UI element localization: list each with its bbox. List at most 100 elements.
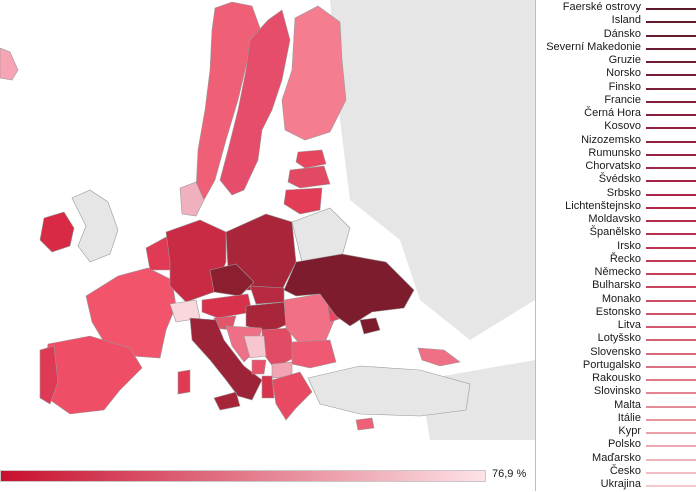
legend-item-label: Nizozemsko — [581, 133, 641, 146]
country-shape[interactable] — [169, 299, 201, 323]
legend-item: Gruzie — [536, 54, 696, 68]
legend-item-label: Island — [611, 14, 641, 27]
legend-item-swatch — [646, 47, 696, 50]
country-shape[interactable] — [355, 417, 375, 431]
country-shape[interactable] — [0, 47, 19, 81]
legend-item: Ukrajina — [536, 478, 696, 492]
country-shape[interactable] — [39, 211, 75, 253]
legend-item-swatch — [646, 365, 696, 368]
legend-item: Bulharsko — [536, 279, 696, 293]
country-shape[interactable] — [39, 345, 59, 405]
legend-item-label: Rakousko — [592, 372, 641, 384]
legend-item-swatch — [646, 432, 696, 434]
country-shape[interactable] — [201, 293, 253, 319]
legend-item-swatch — [646, 259, 696, 262]
country-shape[interactable] — [177, 369, 191, 395]
legend-item: Chorvatsko — [536, 160, 696, 174]
legend-item-label: Chorvatsko — [585, 160, 641, 172]
legend-item-label: Ukrajina — [600, 478, 641, 490]
legend-item: Moldavsko — [536, 213, 696, 227]
legend-item-label: Irsko — [617, 239, 641, 252]
legend-item: Estonsko — [536, 305, 696, 320]
country-shape[interactable] — [287, 165, 331, 189]
legend-item-swatch — [646, 485, 696, 487]
legend-item: Dánsko — [536, 27, 696, 42]
legend-item: Černá Hora — [536, 107, 696, 121]
country-shape[interactable] — [251, 359, 267, 375]
country-shape[interactable] — [271, 371, 313, 421]
legend-item: Slovinsko — [536, 385, 696, 399]
legend-item: Srbsko — [536, 187, 696, 201]
country-shape[interactable] — [291, 207, 351, 263]
country-shape[interactable] — [261, 375, 275, 399]
legend-item-label: Polsko — [607, 438, 641, 451]
legend-item-label: Francie — [604, 93, 641, 106]
country-shape[interactable] — [307, 365, 471, 417]
country-shape[interactable] — [219, 9, 291, 196]
legend-item-label: Švédsko — [598, 173, 641, 186]
legend-item-label: Slovensko — [590, 345, 641, 358]
country-shape[interactable] — [291, 339, 337, 369]
country-shape[interactable] — [245, 301, 293, 333]
legend-item: Faerské ostrovy — [536, 1, 696, 15]
country-shape[interactable] — [195, 1, 261, 201]
legend-divider — [535, 0, 536, 491]
legend-item: Maďarsko — [536, 452, 696, 466]
legend-item-label: Černá Hora — [584, 107, 641, 119]
legend-item-swatch — [646, 87, 696, 90]
legend-item-swatch — [646, 180, 696, 183]
legend-item-swatch — [646, 352, 696, 355]
legend-item-swatch — [646, 21, 696, 24]
country-shape[interactable] — [71, 189, 119, 263]
legend-item-label: Kypr — [618, 425, 641, 437]
legend-item-label: Španělsko — [589, 226, 641, 239]
country-shape[interactable] — [85, 267, 177, 359]
legend-item-swatch — [646, 34, 696, 37]
legend-item-label: Portugalsko — [582, 358, 641, 371]
legend-item-swatch — [646, 326, 696, 328]
country-shape[interactable] — [359, 317, 381, 335]
map-canvas — [0, 0, 535, 440]
legend-item-swatch — [646, 61, 696, 63]
legend-item: Litva — [536, 319, 696, 333]
legend-item: Irsko — [536, 239, 696, 254]
legend-item-swatch — [646, 153, 696, 156]
legend-item: Island — [536, 14, 696, 28]
legend-item-swatch — [646, 220, 696, 222]
legend-item-label: Česko — [609, 464, 641, 477]
country-shape[interactable] — [417, 347, 461, 367]
country-shape[interactable] — [213, 391, 241, 411]
legend-item-label: Moldavsko — [588, 213, 641, 225]
legend-item-swatch — [646, 127, 696, 130]
country-shape[interactable] — [209, 263, 255, 297]
country-shape[interactable] — [281, 5, 347, 141]
legend-item-label: Litva — [617, 319, 641, 331]
country-shape[interactable] — [179, 181, 205, 217]
legend-item-swatch — [646, 445, 696, 448]
country-shape[interactable] — [189, 317, 263, 401]
legend-item-label: Dánsko — [603, 27, 641, 40]
legend-item-swatch — [646, 100, 696, 103]
legend-item: Francie — [536, 93, 696, 108]
legend-item: Rakousko — [536, 372, 696, 386]
legend-list: Faerské ostrovy Island Dánsko Severní Maked… — [536, 1, 696, 492]
legend-item-label: Estonsko — [595, 305, 641, 318]
country-shape[interactable] — [283, 253, 415, 327]
legend-item-swatch — [646, 339, 696, 342]
legend-item-swatch — [646, 299, 696, 302]
country-shape[interactable] — [283, 187, 323, 215]
legend-item: Česko — [536, 464, 696, 479]
legend-item-swatch — [646, 405, 696, 408]
legend-item-label: Faerské ostrovy — [562, 1, 641, 13]
legend-item: Nizozemsko — [536, 133, 696, 148]
legend-item: Slovensko — [536, 345, 696, 360]
scale-max-label: 76,9 % — [492, 468, 527, 480]
legend-item: Norsko — [536, 67, 696, 81]
legend-item: Severní Makedonie — [536, 41, 696, 55]
legend-item-label: Gruzie — [608, 54, 641, 66]
country-shape[interactable] — [295, 149, 327, 169]
legend-item-label: Kosovo — [604, 120, 641, 133]
country-shape[interactable] — [249, 285, 285, 305]
country-shape[interactable] — [243, 335, 267, 359]
legend-item-label: Lichtenštejnsko — [565, 199, 641, 212]
